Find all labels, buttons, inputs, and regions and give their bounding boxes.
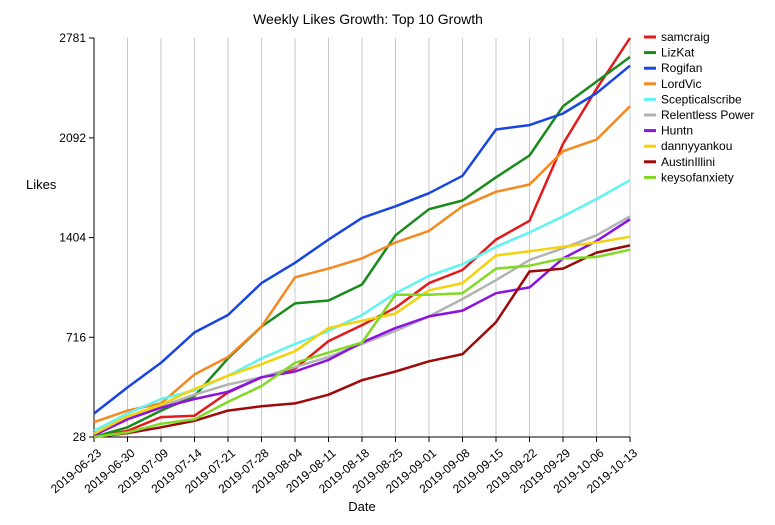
y-tick-label: 1404	[59, 231, 86, 245]
legend-label: keysofanxiety	[661, 170, 734, 184]
series-line-samcraig	[93, 37, 632, 439]
series-line-relentless-power	[93, 215, 631, 435]
legend-label: Rogifan	[661, 61, 702, 75]
legend-label: Relentless Power	[661, 108, 754, 122]
chart-title: Weekly Likes Growth: Top 10 Growth	[253, 11, 483, 27]
legend-label: dannyyankou	[661, 139, 732, 153]
y-tick-label: 28	[73, 430, 87, 444]
series-line-austinillini	[93, 244, 631, 439]
y-tick-label: 2092	[59, 131, 86, 145]
x-axis-label: Date	[348, 499, 375, 514]
series-lines	[93, 37, 632, 439]
series-line-lordvic	[93, 105, 631, 424]
axes	[89, 37, 631, 442]
y-axis-label: Likes	[26, 177, 57, 192]
series-line-dannyyankou	[93, 235, 631, 435]
legend-label: samcraig	[661, 30, 710, 44]
legend-label: LordVic	[661, 77, 701, 91]
legend-label: LizKat	[661, 46, 695, 60]
x-tick-labels: 2019-06-232019-06-302019-07-092019-07-14…	[48, 446, 640, 496]
series-line-rogifan	[93, 64, 631, 415]
legend-label: Huntn	[661, 124, 693, 138]
legend-label: AustinIllini	[661, 155, 715, 169]
y-tick-label: 716	[66, 330, 86, 344]
legend-label: Scepticalscribe	[661, 92, 742, 106]
series-line-keysofanxiety	[93, 248, 631, 439]
y-tick-label: 2781	[59, 31, 86, 45]
y-tick-labels: 28 716 1404 2092 2781	[59, 31, 86, 444]
grid-lines	[93, 38, 631, 437]
